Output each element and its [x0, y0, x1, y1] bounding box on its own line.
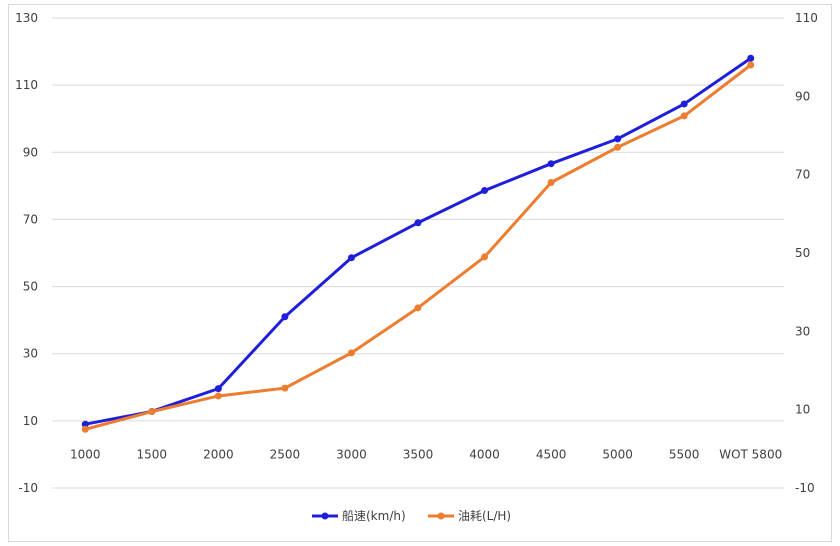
data-point	[81, 420, 89, 428]
legend-swatch-marker	[321, 512, 329, 520]
right-y-tick-label: 30	[795, 324, 810, 338]
legend-swatch-marker	[437, 512, 445, 520]
gridlines	[52, 17, 784, 489]
series-line	[83, 63, 753, 431]
data-point	[747, 61, 755, 69]
x-axis: 1000 1500 2000 2500 3000 3500 4000 4500 5000 5500…	[70, 447, 782, 461]
x-tick-label: 1000	[70, 447, 101, 461]
data-point	[281, 313, 289, 321]
right-y-axis: -10 10 30 50 70 90 110	[795, 11, 818, 495]
left-y-tick-label: 110	[15, 78, 38, 92]
data-point	[347, 254, 355, 262]
left-y-tick-label: 10	[23, 414, 38, 428]
data-point	[680, 112, 688, 120]
x-tick-label: 4500	[536, 447, 567, 461]
left-y-tick-label: 30	[23, 347, 38, 361]
x-tick-label: 5000	[602, 447, 633, 461]
left-y-tick-label: 90	[23, 145, 38, 159]
x-tick-label: 3000	[336, 447, 367, 461]
x-tick-label: 3500	[403, 447, 434, 461]
x-tick-label: 1500	[137, 447, 168, 461]
data-point	[680, 100, 688, 108]
x-tick-label: 2500	[270, 447, 301, 461]
x-tick-label: WOT 5800	[719, 447, 782, 461]
legend-label: 油耗(L/H)	[458, 509, 511, 523]
data-point	[214, 392, 222, 400]
data-point	[414, 219, 422, 227]
series	[81, 54, 755, 433]
data-point	[214, 385, 222, 393]
data-point	[747, 54, 755, 62]
right-y-tick-label: 50	[795, 246, 810, 260]
data-point	[81, 425, 89, 433]
x-tick-label: 2000	[203, 447, 234, 461]
x-tick-label: 4000	[469, 447, 500, 461]
data-point	[148, 408, 156, 416]
right-y-tick-label: 10	[795, 403, 810, 417]
right-y-tick-label: -10	[795, 481, 815, 495]
left-y-tick-label: 50	[23, 280, 38, 294]
left-y-tick-label: -10	[18, 481, 38, 495]
legend: 船速(km/h) 油耗(L/H)	[312, 509, 511, 523]
data-point	[547, 160, 555, 168]
chart-frame	[8, 4, 832, 542]
right-y-tick-label: 110	[795, 11, 818, 25]
left-y-tick-label: 70	[23, 212, 38, 226]
data-point	[481, 187, 489, 195]
legend-label: 船速(km/h)	[342, 509, 406, 523]
left-y-tick-label: 130	[15, 11, 38, 25]
data-point	[347, 349, 355, 357]
series-line	[83, 56, 753, 426]
x-tick-label: 5500	[669, 447, 700, 461]
data-point	[614, 135, 622, 143]
right-y-tick-label: 70	[795, 168, 810, 182]
data-point	[547, 179, 555, 186]
data-point	[614, 143, 622, 151]
data-point	[481, 253, 489, 261]
data-point	[281, 384, 289, 392]
right-y-tick-label: 90	[795, 89, 810, 103]
left-y-axis: -10 10 30 50 70 90 110 130	[15, 11, 38, 495]
data-point	[414, 304, 422, 312]
